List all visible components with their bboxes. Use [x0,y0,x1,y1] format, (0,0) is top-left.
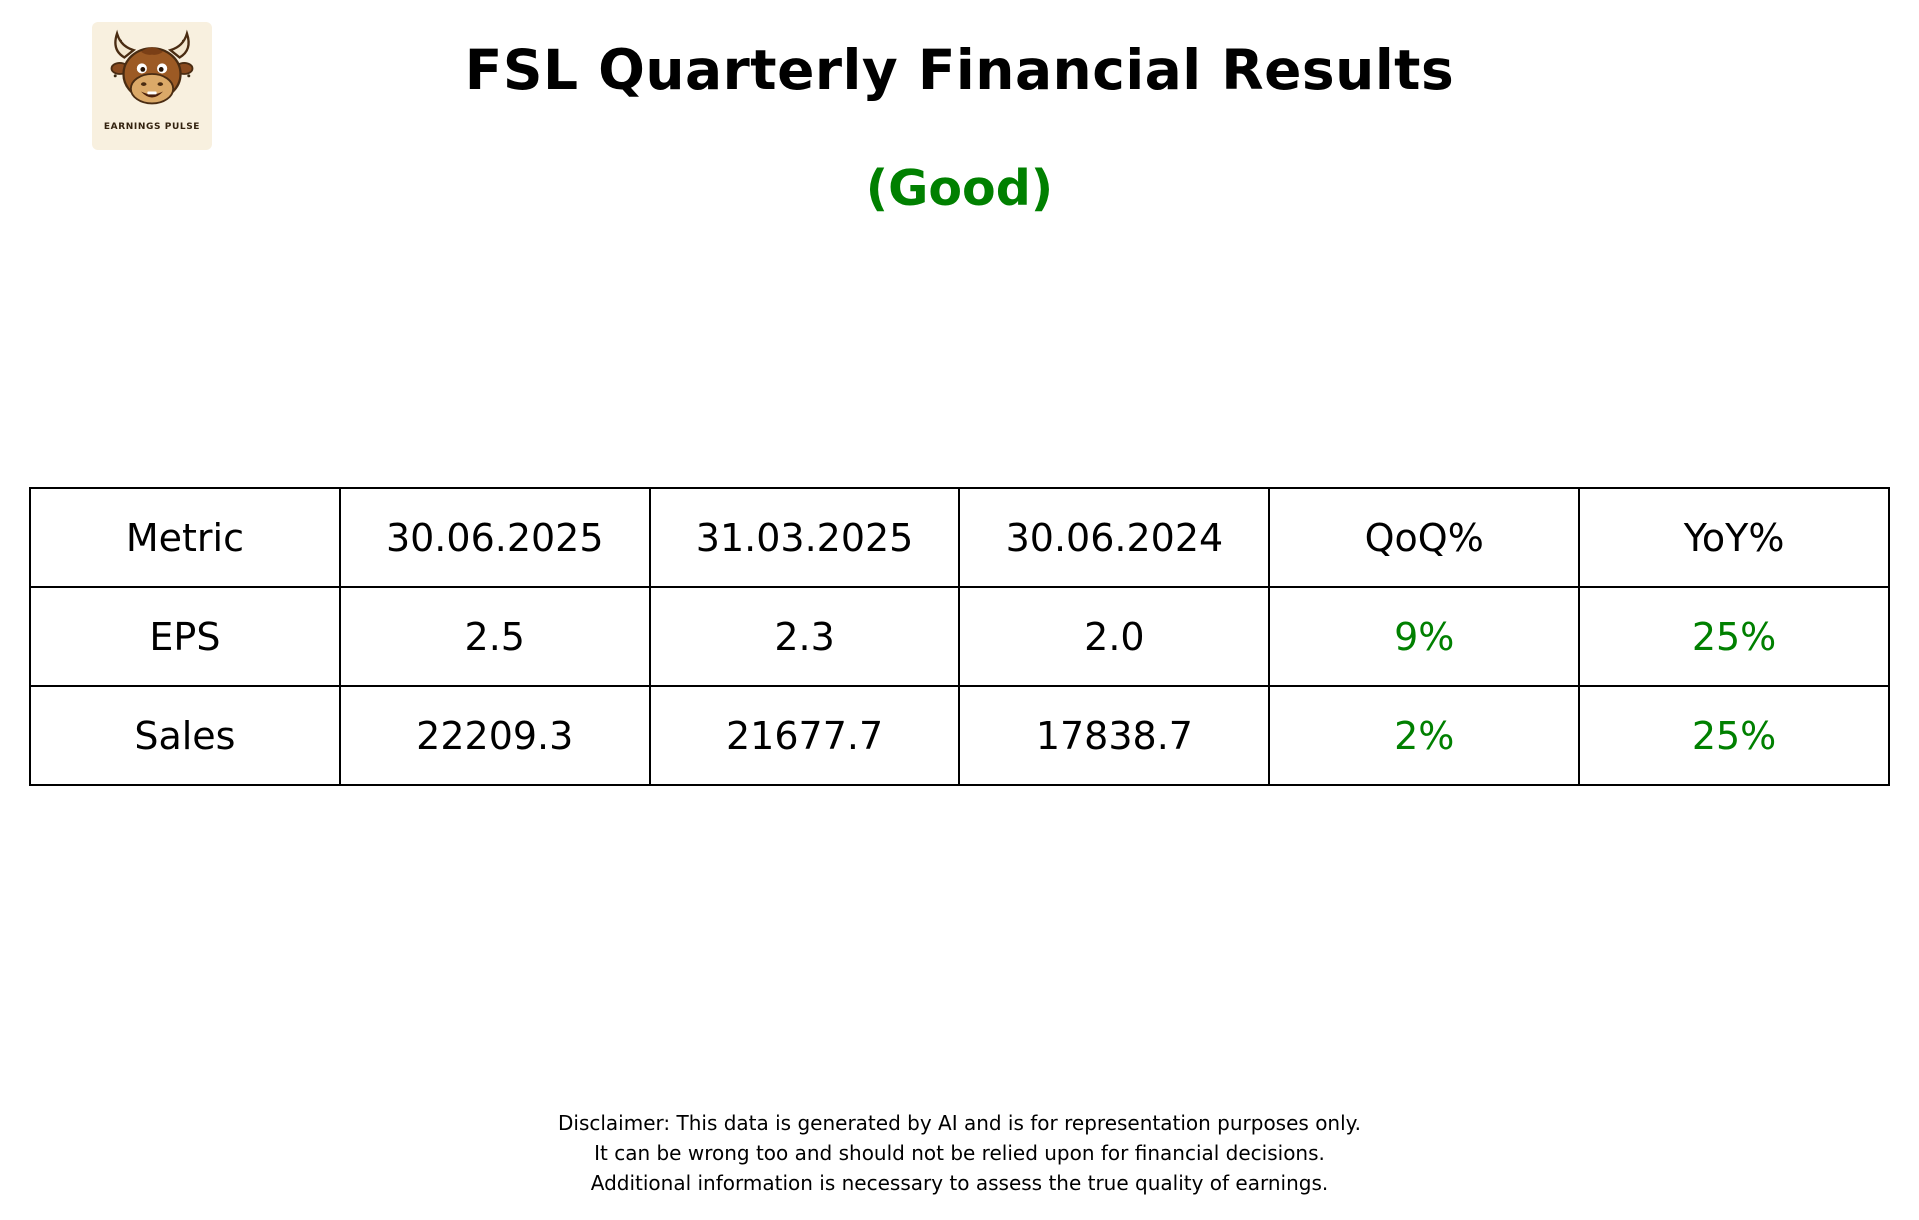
header-qoq: QoQ% [1268,487,1581,588]
metric-cell: EPS [29,586,341,687]
value-cell: 2.3 [648,586,961,687]
qoq-cell: 2% [1268,685,1581,786]
table-header-row: Metric 30.06.2025 31.03.2025 30.06.2024 … [29,487,1890,588]
bull-icon [110,29,194,105]
qoq-cell: 9% [1268,586,1581,687]
header-q-yearago: 30.06.2024 [958,487,1271,588]
table-row-eps: EPS 2.5 2.3 2.0 9% 25% [29,586,1890,687]
metric-cell: Sales [29,685,341,786]
disclaimer-line: It can be wrong too and should not be re… [594,1141,1325,1165]
brand-name: EARNINGS PULSE [103,122,201,132]
table-row-sales: Sales 22209.3 21677.7 17838.7 2% 25% [29,685,1890,786]
yoy-cell: 25% [1578,586,1890,687]
header-q-previous: 31.03.2025 [648,487,961,588]
results-table: Metric 30.06.2025 31.03.2025 30.06.2024 … [29,487,1890,786]
header-yoy: YoY% [1578,487,1890,588]
yoy-cell: 25% [1578,685,1890,786]
disclaimer: Disclaimer: This data is generated by AI… [0,1108,1919,1198]
disclaimer-line: Disclaimer: This data is generated by AI… [558,1111,1361,1135]
value-cell: 17838.7 [958,685,1271,786]
page-title: FSL Quarterly Financial Results [464,38,1455,102]
header-metric: Metric [29,487,341,588]
value-cell: 2.0 [958,586,1271,687]
value-cell: 22209.3 [338,685,651,786]
brand-logo: EARNINGS PULSE [92,22,212,150]
value-cell: 2.5 [338,586,651,687]
header-q-current: 30.06.2025 [338,487,651,588]
value-cell: 21677.7 [648,685,961,786]
verdict-label: (Good) [865,160,1054,217]
disclaimer-line: Additional information is necessary to a… [590,1171,1329,1195]
